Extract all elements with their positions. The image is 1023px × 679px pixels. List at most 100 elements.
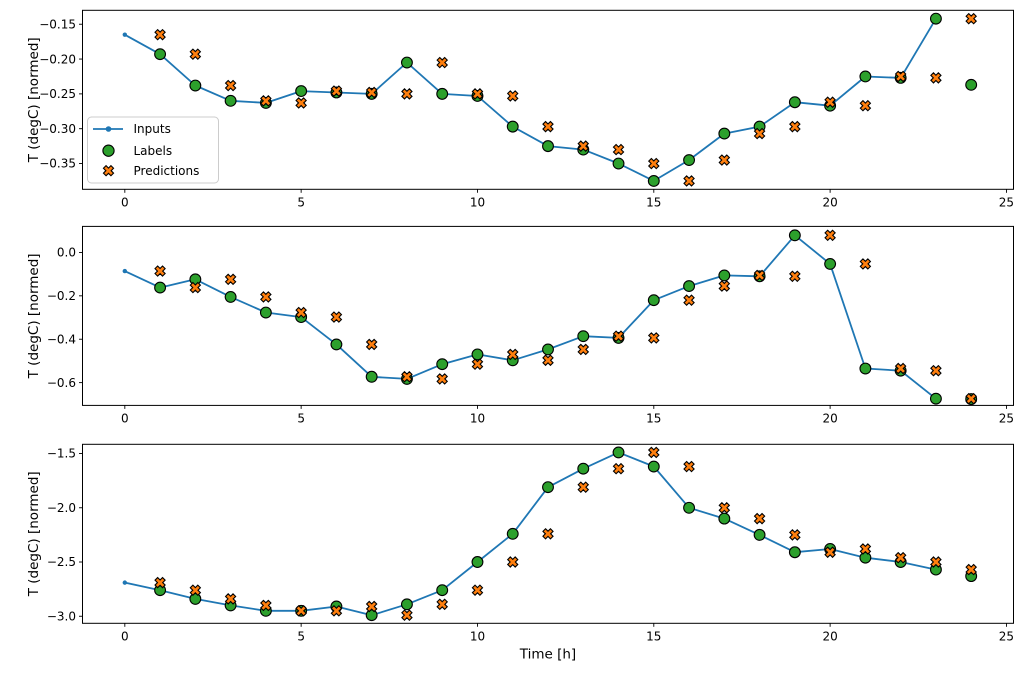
labels-point [612,446,625,459]
predictions-point [330,311,343,323]
legend-entry: Inputs [93,122,171,136]
x-tick-label: 25 [999,411,1014,425]
predictions-point [824,229,836,242]
labels-point [824,257,837,270]
legend-box [87,116,219,184]
x-tick-label: 10 [470,629,485,643]
y-tick-label: −3.0 [47,609,76,623]
legend-entry-label: Inputs [134,122,171,136]
plot-frame [82,9,1014,190]
labels-point [436,87,449,100]
labels-point [189,79,202,92]
y-tick-label: 0.0 [57,246,76,260]
inputs-line [123,234,937,400]
labels-point [859,551,872,564]
predictions-point [647,332,660,344]
predictions-point [365,338,378,351]
labels-point [718,512,731,525]
legend-entry: Labels [102,144,173,158]
predictions-point [189,48,202,61]
predictions-point [683,460,695,473]
y-tick-label: −0.6 [47,376,76,390]
y-tick-label: −2.0 [47,501,76,515]
labels-point [859,362,872,375]
labels-point [718,269,731,282]
predictions-point [753,512,766,525]
labels-point [929,12,942,25]
predictions-point [753,269,766,282]
y-tick-label: −1.5 [47,447,76,461]
legend-circle-sample [102,144,115,157]
labels-point [683,501,696,514]
predictions-point [789,270,801,283]
x-axis-label: Time [h] [519,647,576,663]
labels-point [400,56,413,69]
predictions-point [577,343,590,356]
y-axis-label: T (degC) [normed] [26,471,42,597]
predictions-point [436,373,449,385]
x-tick-label: 15 [646,195,661,209]
predictions-point [859,543,872,555]
legend-entry-label: Labels [134,144,173,158]
x-tick-label: 0 [121,629,129,643]
labels-point [683,154,696,166]
predictions-point [401,609,413,621]
predictions-point [260,599,272,612]
x-tick-label: 15 [646,411,661,425]
predictions-point [154,28,166,41]
predictions-point [577,481,590,493]
labels-point [647,294,660,307]
y-tick-label: −0.2 [47,289,76,303]
inputs-point [122,580,128,585]
predictions-point [295,306,307,319]
labels-point [683,280,696,293]
labels-point [224,290,237,303]
labels-point [577,330,590,343]
labels-point [224,94,237,107]
y-axis-label: T (degC) [normed] [26,253,42,379]
labels-point [154,281,167,294]
predictions-point [330,85,343,97]
predictions-point [295,97,307,109]
labels-point [542,343,554,356]
labels-point [506,527,519,540]
labels-point [330,338,343,351]
predictions-point [930,364,942,377]
x-tick-label: 25 [999,629,1014,643]
labels-point [788,229,801,242]
predictions-point [365,600,378,613]
predictions-point [401,88,413,100]
predictions-point [436,56,449,69]
subplot-3: −1.5 −2.0 −2.5 −3.0 0 5 10 15 20 25 T (degC) [norm… [26,443,1014,663]
x-tick-label: 25 [999,195,1014,209]
labels-point [612,157,625,170]
inputs-point [122,268,128,274]
labels-point [929,392,942,405]
x-tick-label: 10 [470,195,485,209]
x-tick-label: 5 [297,195,305,209]
predictions-point [930,72,942,84]
predictions-point [789,120,801,133]
predictions-point [789,529,801,541]
predictions-point [224,273,237,286]
labels-point [753,528,766,541]
y-tick-label: −0.25 [39,87,76,101]
predictions-point [965,563,978,576]
y-axis-label: T (degC) [normed] [26,37,42,163]
predictions-point [189,584,202,597]
predictions-point [683,294,695,307]
predictions-point [859,258,872,270]
y-tick-label: −2.5 [47,555,76,569]
predictions-point [647,446,660,459]
x-tick-label: 20 [822,195,837,209]
labels-point [295,85,308,98]
y-tick-label: −0.30 [39,122,76,136]
plot-frame [82,443,1014,624]
labels-point [718,127,731,140]
x-tick-label: 20 [822,629,837,643]
predictions-point [965,392,978,405]
labels-point [647,460,660,473]
predictions-point [295,604,307,617]
legend-entry: Predictions [102,164,199,178]
